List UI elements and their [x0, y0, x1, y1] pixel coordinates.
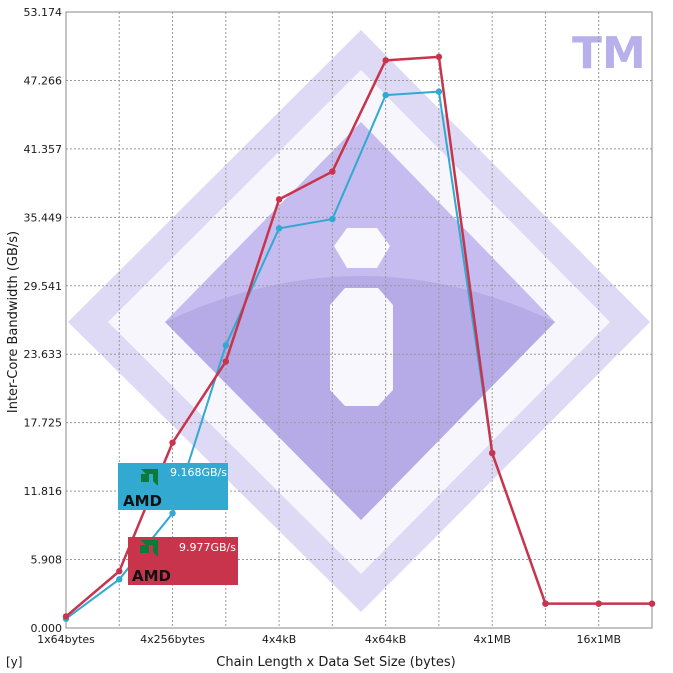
legend-series-1: AMD 9.168GB/s	[118, 463, 228, 510]
y-axis-ticks: 0.000 5.908 11.816 17.725 23.633 29.541 35.449…	[24, 6, 63, 635]
x-tick-label: 16x1MB	[576, 633, 621, 646]
y-tick-label: 29.541	[24, 280, 63, 293]
x-tick-label: 1x64bytes	[37, 633, 95, 646]
series-2-point	[542, 600, 549, 607]
x-tick-label: 4x4kB	[262, 633, 296, 646]
x-tick-label: 4x256bytes	[140, 633, 205, 646]
y-tick-label: 35.449	[24, 211, 63, 224]
legend-series-1-value: 9.168GB/s	[170, 466, 227, 479]
y-axis-title: Inter-Core Bandwidth (GB/s)	[6, 231, 21, 413]
plot-border	[65, 11, 653, 629]
legend-series-2-value: 9.977GB/s	[179, 541, 236, 554]
series-2-point	[595, 600, 602, 607]
series-2-point	[275, 196, 283, 203]
series-2-point	[329, 168, 336, 175]
watermark-tm: TM	[572, 28, 646, 79]
corner-label: [y]	[6, 655, 22, 669]
series-1-point	[382, 91, 389, 99]
series-1-point	[116, 576, 123, 583]
x-axis-title: Chain Length x Data Set Size (bytes)	[216, 655, 456, 670]
y-tick-label: 11.816	[24, 485, 63, 498]
series-2-point	[648, 600, 656, 607]
series-2-point	[382, 57, 389, 64]
amd-arrow-icon-2	[140, 540, 158, 557]
series-2-point	[222, 358, 230, 365]
series-1-point	[435, 88, 443, 95]
watermark-i-stem	[330, 288, 393, 406]
legend-series-2: AMD 9.977GB/s	[128, 537, 238, 585]
series-2-point	[488, 449, 496, 457]
series-1-point	[222, 342, 230, 349]
series-1-point	[169, 510, 176, 517]
series-2-point	[169, 439, 176, 446]
watermark-i-dot	[334, 228, 390, 268]
y-tick-label: 5.908	[31, 554, 63, 567]
y-tick-label: 47.266	[24, 74, 63, 87]
y-tick-label: 53.174	[24, 6, 63, 19]
y-tick-label: 41.357	[24, 143, 63, 156]
series-2-point	[116, 568, 123, 575]
series-1-point	[275, 225, 283, 232]
series-1-point	[329, 215, 336, 223]
series-2-point	[62, 613, 70, 620]
amd-text-1: AMD	[123, 492, 162, 510]
y-tick-label: 17.725	[24, 417, 63, 430]
x-tick-label: 4x64kB	[365, 633, 406, 646]
x-axis-ticks: 1x64bytes 4x256bytes 4x4kB 4x64kB 4x1MB 16x1M…	[37, 633, 621, 646]
series-2-point	[435, 53, 443, 61]
y-tick-label: 0.000	[31, 622, 63, 635]
amd-arrow-icon-1	[141, 469, 158, 486]
y-tick-label: 23.633	[24, 348, 63, 361]
plot-frame	[65, 11, 653, 629]
amd-text-2: AMD	[132, 567, 171, 585]
x-tick-label: 4x1MB	[473, 633, 511, 646]
